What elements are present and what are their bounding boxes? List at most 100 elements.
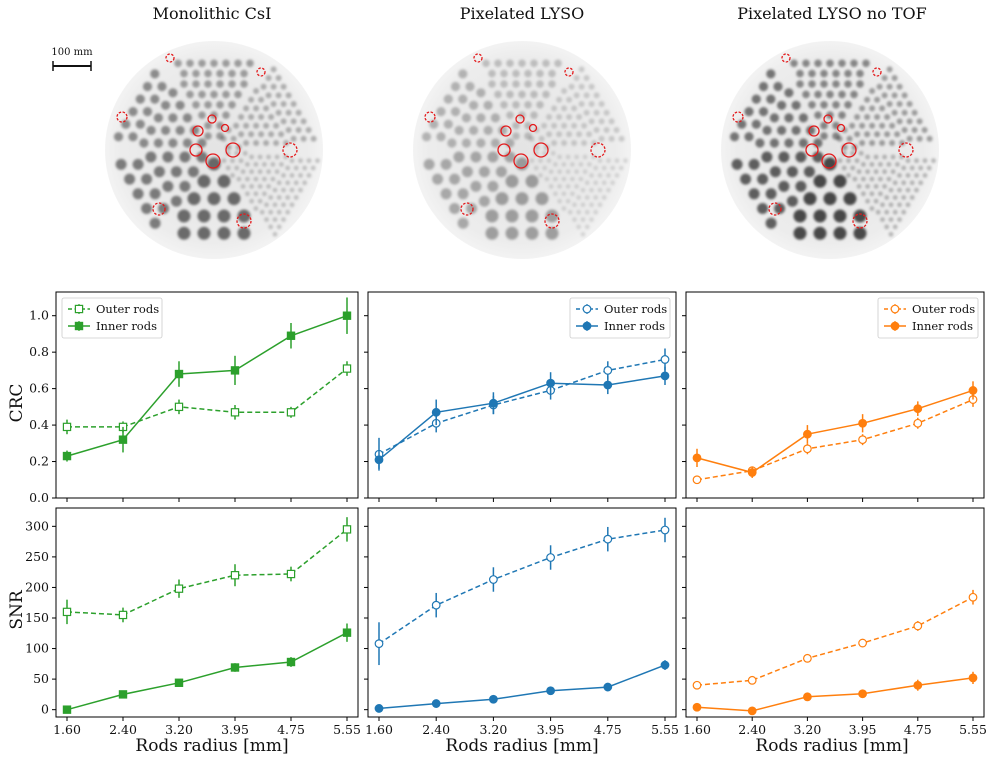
legend-label: Inner rods bbox=[912, 319, 973, 333]
phantom-image-lyso-notof bbox=[721, 41, 939, 259]
series-line bbox=[66, 528, 348, 616]
data-marker-5 bbox=[660, 371, 670, 381]
roi-circle bbox=[236, 213, 252, 229]
data-marker-5 bbox=[660, 660, 670, 670]
xlabel-lyso: Rods radius [mm] bbox=[445, 736, 598, 756]
x-tick-label: 3.20 bbox=[165, 722, 193, 737]
data-marker-legend bbox=[582, 321, 592, 331]
data-marker-5 bbox=[342, 628, 352, 637]
x-tick-label: 3.95 bbox=[849, 722, 877, 737]
legend: Outer rods Inner rods bbox=[61, 297, 163, 339]
roi-circle bbox=[533, 142, 549, 158]
axes-frame bbox=[367, 291, 677, 499]
data-marker-3 bbox=[546, 686, 555, 696]
legend-box bbox=[877, 297, 979, 339]
data-marker-3 bbox=[858, 689, 867, 699]
phantom-disc bbox=[721, 41, 939, 259]
y-tick-label: 300 bbox=[25, 518, 49, 533]
data-marker-2 bbox=[803, 429, 812, 439]
data-marker-2 bbox=[489, 575, 498, 584]
roi-circle bbox=[823, 114, 833, 124]
x-tick-label: 1.60 bbox=[53, 722, 81, 737]
series-line bbox=[66, 632, 348, 711]
data-marker-3 bbox=[230, 663, 240, 672]
data-marker-5 bbox=[968, 592, 978, 602]
roi-circle bbox=[460, 202, 474, 216]
legend-box bbox=[61, 297, 163, 339]
x-tick-label: 5.55 bbox=[959, 722, 987, 737]
roi-circle bbox=[205, 153, 221, 169]
data-marker-2 bbox=[489, 694, 498, 704]
phantom-rods bbox=[113, 59, 320, 240]
data-marker-0 bbox=[62, 607, 72, 617]
phantom-disc bbox=[413, 41, 631, 259]
data-marker-4 bbox=[913, 621, 923, 631]
roi-circle bbox=[116, 111, 128, 123]
roi-circle bbox=[781, 53, 791, 63]
data-marker-2 bbox=[803, 653, 812, 663]
legend-label: Outer rods bbox=[96, 302, 159, 316]
phantom-rods bbox=[729, 59, 936, 240]
data-marker-0 bbox=[692, 702, 702, 712]
data-marker-5 bbox=[968, 386, 978, 395]
y-tick-label: 250 bbox=[25, 549, 49, 564]
data-marker-1 bbox=[431, 699, 441, 708]
roi-circle bbox=[805, 143, 819, 157]
series-inner-rods bbox=[62, 623, 352, 714]
data-marker-4 bbox=[603, 380, 613, 390]
roi-circle bbox=[207, 114, 217, 124]
y-tick-label: 100 bbox=[25, 641, 49, 656]
roi-circle bbox=[852, 213, 868, 229]
roi-circle bbox=[515, 114, 525, 124]
data-marker-2 bbox=[489, 398, 498, 408]
series-line bbox=[378, 375, 666, 461]
data-marker-legend bbox=[582, 304, 592, 314]
data-marker-1 bbox=[118, 690, 128, 699]
series-outer-rods bbox=[692, 392, 978, 485]
series-inner-rods bbox=[374, 660, 670, 713]
data-marker-2 bbox=[174, 584, 184, 593]
roi-circle bbox=[841, 142, 857, 158]
x-tick-label: 3.95 bbox=[221, 722, 249, 737]
data-marker-0 bbox=[692, 680, 702, 690]
legend: Outer rods Inner rods bbox=[877, 297, 979, 339]
data-marker-1 bbox=[747, 675, 757, 685]
data-marker-4 bbox=[603, 365, 613, 375]
series-line bbox=[378, 529, 666, 645]
data-marker-0 bbox=[374, 704, 384, 713]
data-marker-legend bbox=[74, 321, 84, 331]
phantom-image-lyso bbox=[413, 41, 631, 259]
roi-circle bbox=[189, 143, 203, 157]
roi-circle bbox=[513, 153, 529, 169]
data-marker-2 bbox=[174, 402, 184, 412]
axes-frame bbox=[685, 291, 985, 499]
series-outer-rods bbox=[62, 517, 352, 625]
y-tick-label: 150 bbox=[25, 610, 49, 625]
roi-circle bbox=[821, 153, 837, 169]
data-marker-0 bbox=[692, 453, 702, 463]
data-marker-2 bbox=[174, 678, 184, 687]
data-marker-4 bbox=[286, 408, 296, 417]
snr-plot-lyso: 1.60 2.40 3.20 3.95 4.75 5.55 bbox=[364, 507, 679, 737]
x-tick-label: 3.20 bbox=[479, 722, 507, 737]
x-tick-label: 3.95 bbox=[537, 722, 565, 737]
series-inner-rods bbox=[62, 297, 352, 462]
data-marker-0 bbox=[374, 455, 384, 465]
data-marker-0 bbox=[62, 422, 72, 432]
crc-plot-lyso: Outer rods Inner rods bbox=[364, 291, 677, 502]
series-inner-rods bbox=[692, 671, 978, 716]
roi-circle bbox=[808, 125, 820, 137]
roi-circle bbox=[282, 142, 298, 158]
legend-box bbox=[569, 297, 671, 339]
series-outer-rods bbox=[692, 589, 978, 690]
roi-circle bbox=[564, 67, 574, 77]
legend-label: Outer rods bbox=[604, 302, 667, 316]
data-marker-legend bbox=[890, 321, 900, 331]
data-marker-4 bbox=[286, 569, 296, 579]
y-tick-label: 0.2 bbox=[29, 454, 49, 469]
data-marker-1 bbox=[431, 600, 441, 610]
data-marker-5 bbox=[968, 673, 978, 683]
data-marker-5 bbox=[660, 525, 670, 535]
roi-circle bbox=[590, 142, 606, 158]
column-title-csi: Monolithic CsI bbox=[153, 4, 272, 23]
